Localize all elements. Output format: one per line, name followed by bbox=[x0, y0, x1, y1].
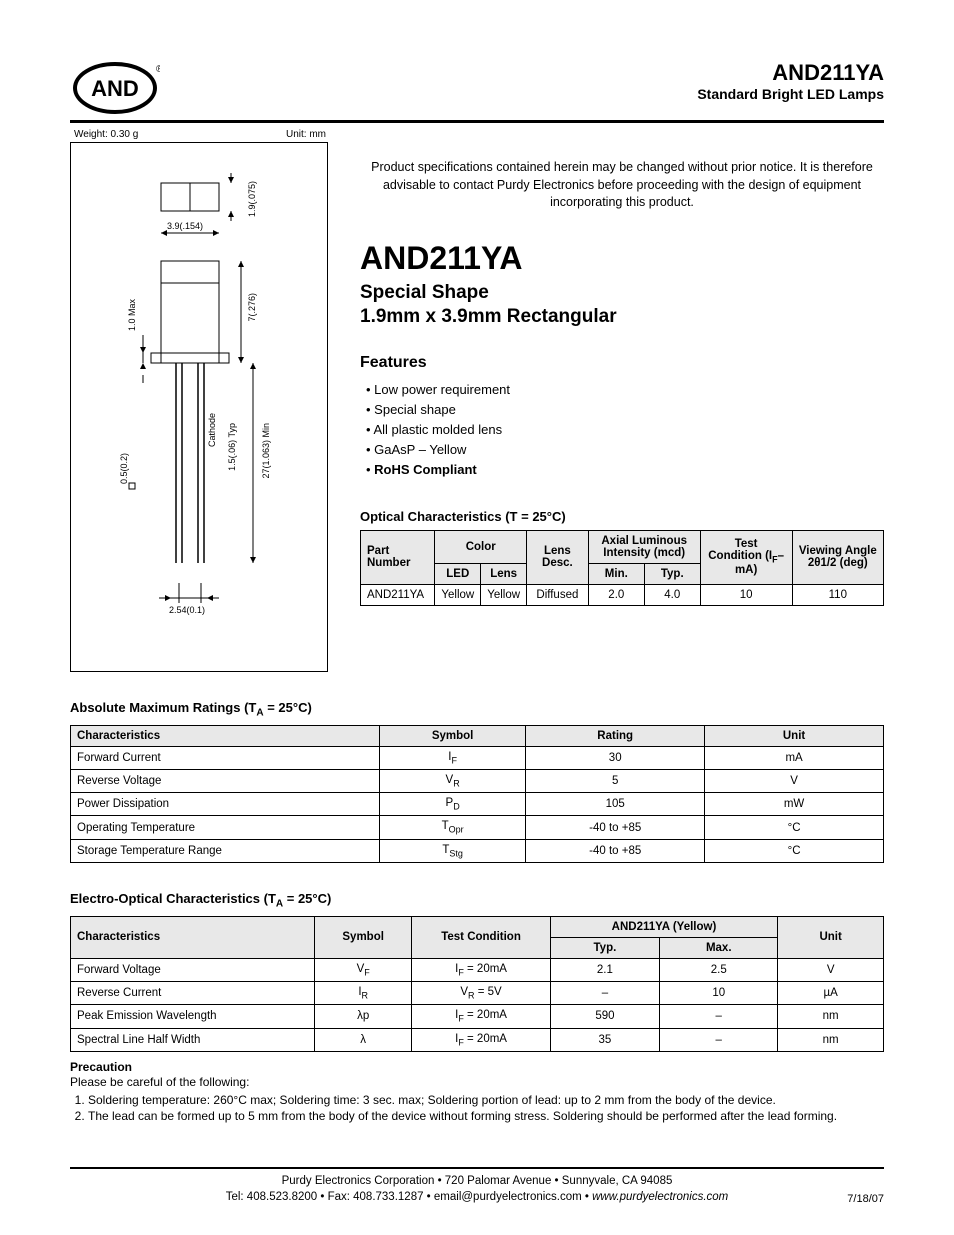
dim-lead-pitch-typ: 1.5(.06) Typ bbox=[227, 423, 237, 471]
feature-item: GaAsP – Yellow bbox=[366, 440, 884, 460]
intro-content: Product specifications contained herein … bbox=[360, 129, 884, 672]
precaution-item: The lead can be formed up to 5 mm from t… bbox=[88, 1108, 884, 1124]
header-rule bbox=[70, 120, 884, 123]
precaution-list: Soldering temperature: 260°C max; Solder… bbox=[70, 1092, 884, 1124]
th-axial: Axial Luminous Intensity (mcd) bbox=[588, 530, 700, 563]
footer-line2: Tel: 408.523.8200 • Fax: 408.733.1287 • … bbox=[70, 1189, 884, 1205]
mechanical-drawing: 1.9(.075) 3.9(.154) 7(.276) 1.0 Max Cath… bbox=[70, 142, 328, 672]
table-row: Reverse CurrentIRVR = 5V–10µA bbox=[71, 981, 884, 1004]
features-list: Low power requirement Special shape All … bbox=[360, 380, 884, 481]
dim-lead-pitch: 2.54(0.1) bbox=[169, 605, 205, 615]
precaution-intro: Please be careful of the following: bbox=[70, 1074, 884, 1090]
dim-body-side: 1.0 Max bbox=[127, 299, 137, 331]
table-row: Reverse VoltageVR5V bbox=[71, 769, 884, 792]
features-heading: Features bbox=[360, 354, 884, 372]
th-led: LED bbox=[435, 563, 481, 584]
th-lens-desc: Lens Desc. bbox=[527, 530, 589, 584]
logo: AND ® bbox=[70, 60, 160, 116]
abs-max-title: Absolute Maximum Ratings (TA = 25°C) bbox=[70, 700, 884, 719]
optical-table: Part Number Color Lens Desc. Axial Lumin… bbox=[360, 530, 884, 606]
header-part-number: AND211YA bbox=[697, 60, 884, 86]
diagram-header: Weight: 0.30 g Unit: mm bbox=[70, 129, 330, 142]
dim-top-w: 3.9(.154) bbox=[167, 221, 203, 231]
unit-label: Unit: mm bbox=[286, 129, 326, 140]
feature-item: Special shape bbox=[366, 400, 884, 420]
electro-table: Characteristics Symbol Test Condition AN… bbox=[70, 916, 884, 1052]
dim-lead-thick: 0.5(0.2) bbox=[119, 453, 129, 484]
th-part: Part Number bbox=[361, 530, 435, 584]
svg-text:AND: AND bbox=[91, 76, 139, 101]
th-test: Test Condition (IF–mA) bbox=[700, 530, 792, 584]
th-color: Color bbox=[435, 530, 527, 563]
table-row: AND211YA Yellow Yellow Diffused 2.0 4.0 … bbox=[361, 584, 884, 605]
disclaimer-text: Product specifications contained herein … bbox=[360, 159, 884, 212]
dim-body-h: 7(.276) bbox=[247, 293, 257, 322]
table-row: Power DissipationPD105mW bbox=[71, 793, 884, 816]
feature-item: All plastic molded lens bbox=[366, 420, 884, 440]
table-row: Spectral Line Half WidthλIF = 20mA35–nm bbox=[71, 1028, 884, 1051]
precaution-item: Soldering temperature: 260°C max; Solder… bbox=[88, 1092, 884, 1108]
header-subtitle: Standard Bright LED Lamps bbox=[697, 86, 884, 102]
page-footer: Purdy Electronics Corporation • 720 Palo… bbox=[70, 1167, 884, 1205]
dim-top-h: 1.9(.075) bbox=[247, 181, 257, 217]
precaution-heading: Precaution bbox=[70, 1060, 884, 1074]
th-lens: Lens bbox=[481, 563, 527, 584]
page-header: AND ® AND211YA Standard Bright LED Lamps bbox=[70, 60, 884, 116]
optical-title: Optical Characteristics (T = 25°C) bbox=[360, 509, 884, 524]
table-row: Forward VoltageVFIF = 20mA2.12.5V bbox=[71, 958, 884, 981]
footer-line1: Purdy Electronics Corporation • 720 Palo… bbox=[70, 1173, 884, 1189]
feature-item: Low power requirement bbox=[366, 380, 884, 400]
th-typ: Typ. bbox=[644, 563, 700, 584]
header-right: AND211YA Standard Bright LED Lamps bbox=[697, 60, 884, 102]
electro-title: Electro-Optical Characteristics (TA = 25… bbox=[70, 891, 884, 910]
th-view: Viewing Angle 2θ1/2 (deg) bbox=[792, 530, 883, 584]
abs-max-table: Characteristics Symbol Rating Unit Forwa… bbox=[70, 725, 884, 863]
th-min: Min. bbox=[588, 563, 644, 584]
dim-lead-len: 27(1.063) Min bbox=[261, 423, 271, 479]
weight-label: Weight: 0.30 g bbox=[74, 129, 138, 140]
diagram-column: Weight: 0.30 g Unit: mm bbox=[70, 129, 330, 672]
product-subtitle2: 1.9mm x 3.9mm Rectangular bbox=[360, 305, 884, 330]
svg-text:®: ® bbox=[156, 64, 160, 75]
footer-date: 7/18/07 bbox=[847, 1193, 884, 1205]
table-row: Peak Emission WavelengthλpIF = 20mA590–n… bbox=[71, 1005, 884, 1028]
and-logo-icon: AND ® bbox=[70, 60, 160, 116]
table-row: Operating TemperatureTOpr-40 to +85°C bbox=[71, 816, 884, 839]
product-title: AND211YA bbox=[360, 240, 884, 277]
table-row: Storage Temperature RangeTStg-40 to +85°… bbox=[71, 839, 884, 862]
feature-item: RoHS Compliant bbox=[366, 460, 884, 480]
product-subtitle1: Special Shape bbox=[360, 281, 884, 306]
cathode-label: Cathode bbox=[207, 413, 217, 447]
table-row: Forward CurrentIF30mA bbox=[71, 746, 884, 769]
